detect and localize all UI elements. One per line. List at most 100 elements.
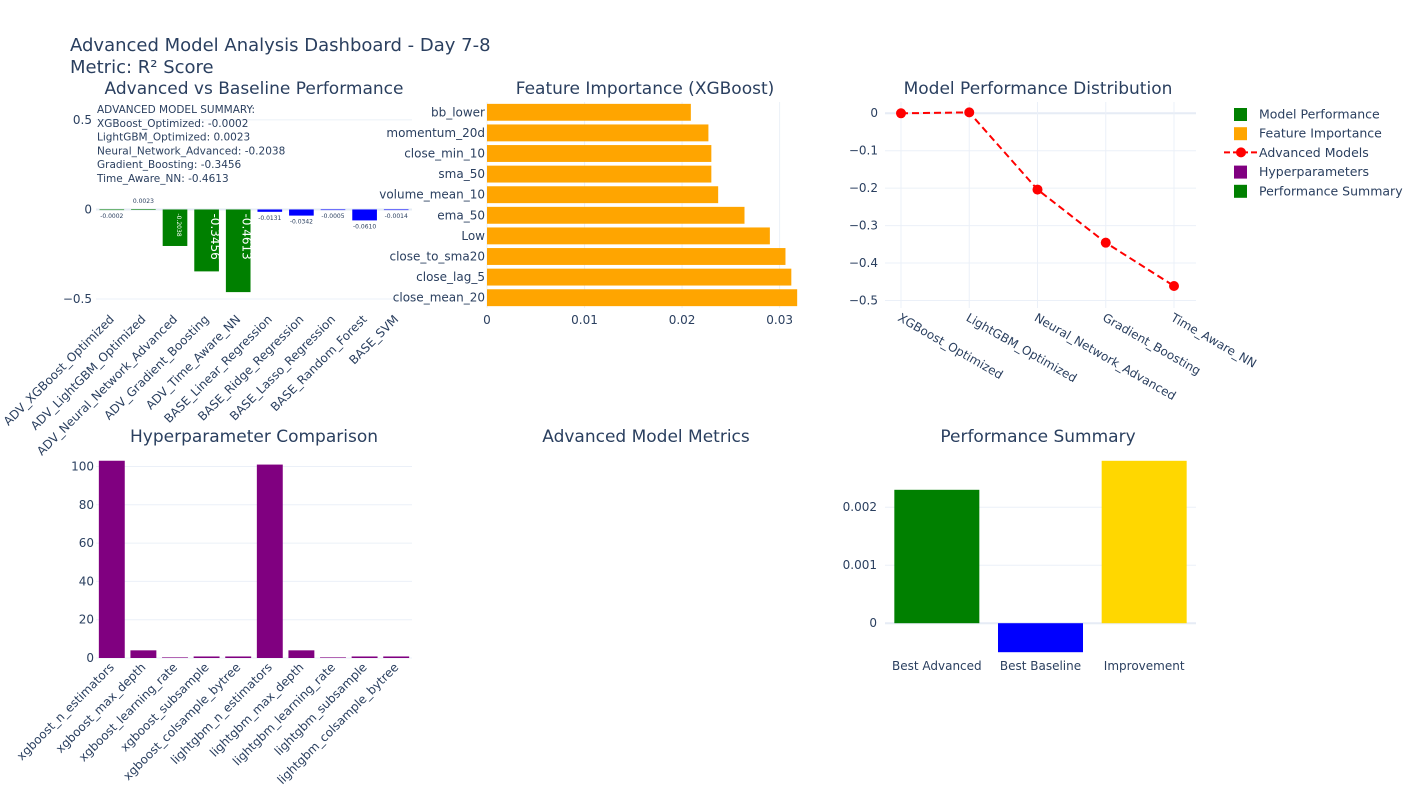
bar xyxy=(257,209,283,212)
y-tick-label: 0.001 xyxy=(843,558,877,572)
legend-label: Advanced Models xyxy=(1259,145,1369,160)
y-tick-label: −0.4 xyxy=(849,256,878,270)
bar xyxy=(383,656,410,658)
x-tick-label: LightGBM_Optimized xyxy=(964,310,1079,385)
legend[interactable]: Model Performance Feature Importance Advan… xyxy=(1224,107,1403,199)
y-tick-label: −0.1 xyxy=(849,144,878,158)
data-label: -0.0005 xyxy=(321,213,344,220)
bar xyxy=(487,145,712,162)
bar xyxy=(1101,460,1187,624)
bar xyxy=(130,650,157,658)
annotation-line: ADVANCED MODEL SUMMARY: xyxy=(97,104,255,116)
chart-metrics: Advanced Model Metrics xyxy=(542,427,750,447)
chart-title: Advanced Model Metrics xyxy=(542,427,750,447)
y-tick-label: bb_lower xyxy=(431,105,485,119)
x-tick-label: 0 xyxy=(483,313,491,327)
legend-item[interactable]: Model Performance xyxy=(1234,107,1380,122)
bar xyxy=(351,656,378,658)
bar xyxy=(487,289,798,307)
chart-title: Hyperparameter Comparison xyxy=(130,427,378,447)
bar xyxy=(487,186,719,204)
data-label: -0.3456 xyxy=(208,213,222,259)
data-label: -0.0014 xyxy=(385,213,408,220)
bar xyxy=(289,209,314,216)
bar xyxy=(98,460,125,658)
x-tick-label: Best Baseline xyxy=(1000,659,1081,673)
data-label: -0.4613 xyxy=(239,213,253,259)
bar xyxy=(320,209,346,211)
chart-dist: Model Performance Distribution 0 −0.1 −0.2 −… xyxy=(849,79,1259,403)
annotation-line: XGBoost_Optimized: -0.0002 xyxy=(97,118,248,130)
y-tick-label: ema_50 xyxy=(437,208,485,222)
y-tick-label: 0 xyxy=(869,616,877,630)
bar xyxy=(193,656,220,658)
data-point xyxy=(964,107,975,118)
y-tick-label: 0.5 xyxy=(73,113,92,127)
page-subtitle: Metric: R² Score xyxy=(70,57,214,78)
bar xyxy=(225,209,251,293)
bar xyxy=(997,623,1084,653)
y-tick-label: close_min_10 xyxy=(404,147,485,161)
legend-item[interactable]: Advanced Models xyxy=(1224,145,1369,160)
y-tick-label: −0.2 xyxy=(849,181,878,195)
y-tick-label: 20 xyxy=(79,613,94,627)
legend-square-swatch xyxy=(1234,127,1247,141)
y-tick-label: 40 xyxy=(79,574,94,588)
chart-title: Model Performance Distribution xyxy=(904,79,1173,99)
y-tick-label: 80 xyxy=(79,498,94,512)
y-tick-label: −0.3 xyxy=(849,219,878,233)
legend-label: Performance Summary xyxy=(1259,183,1403,198)
x-tick-label: Improvement xyxy=(1104,659,1185,673)
x-tick-label: Best Advanced xyxy=(892,659,982,673)
data-label: -0.2038 xyxy=(175,213,182,236)
legend-label: Feature Importance xyxy=(1259,126,1382,141)
chart-title: Advanced vs Baseline Performance xyxy=(105,79,404,99)
bar xyxy=(352,209,377,221)
bar xyxy=(194,209,219,272)
legend-item[interactable]: Performance Summary xyxy=(1234,183,1403,198)
bar xyxy=(131,209,156,210)
y-tick-label: momentum_20d xyxy=(386,126,485,140)
legend-label: Model Performance xyxy=(1259,107,1380,122)
legend-label: Hyperparameters xyxy=(1259,164,1369,179)
y-tick-label: close_to_sma20 xyxy=(389,250,485,264)
data-point xyxy=(1100,237,1111,248)
y-tick-label: 0 xyxy=(84,202,92,216)
bar xyxy=(487,165,712,183)
chart-hyper: Hyperparameter Comparison020406080100xgb… xyxy=(14,427,412,787)
y-tick-label: close_mean_20 xyxy=(393,291,485,305)
bar xyxy=(256,464,283,658)
bar xyxy=(383,209,409,211)
bar xyxy=(487,103,691,121)
bar xyxy=(487,206,745,224)
bar xyxy=(894,489,980,624)
legend-item[interactable]: Hyperparameters xyxy=(1234,164,1369,179)
bar xyxy=(320,657,346,658)
legend-item[interactable]: Feature Importance xyxy=(1234,126,1382,141)
y-tick-label: 0 xyxy=(86,651,94,665)
data-label: -0.0342 xyxy=(290,219,313,226)
y-tick-label: Low xyxy=(461,229,485,243)
legend-marker-swatch xyxy=(1236,147,1246,158)
legend-square-swatch xyxy=(1234,165,1247,179)
bar xyxy=(99,209,125,211)
y-tick-label: 0.002 xyxy=(843,500,877,514)
bar xyxy=(487,248,786,265)
y-tick-label: close_lag_5 xyxy=(416,270,485,284)
chart-title: Performance Summary xyxy=(940,427,1135,447)
chart-title: Feature Importance (XGBoost) xyxy=(516,79,775,99)
bar xyxy=(225,656,252,658)
y-tick-label: −0.5 xyxy=(63,292,92,306)
data-point xyxy=(896,108,906,119)
data-point xyxy=(1032,184,1043,195)
y-tick-label: −0.5 xyxy=(849,294,878,308)
annotation-line: Gradient_Boosting: -0.3456 xyxy=(97,159,242,171)
y-tick-label: volume_mean_10 xyxy=(379,188,485,202)
x-tick-label: 0.02 xyxy=(669,313,696,327)
data-label: -0.0002 xyxy=(100,213,123,220)
page-title: Advanced Model Analysis Dashboard - Day … xyxy=(70,35,491,56)
y-tick-label: sma_50 xyxy=(438,167,485,181)
bar xyxy=(487,227,770,245)
bar xyxy=(487,124,709,142)
